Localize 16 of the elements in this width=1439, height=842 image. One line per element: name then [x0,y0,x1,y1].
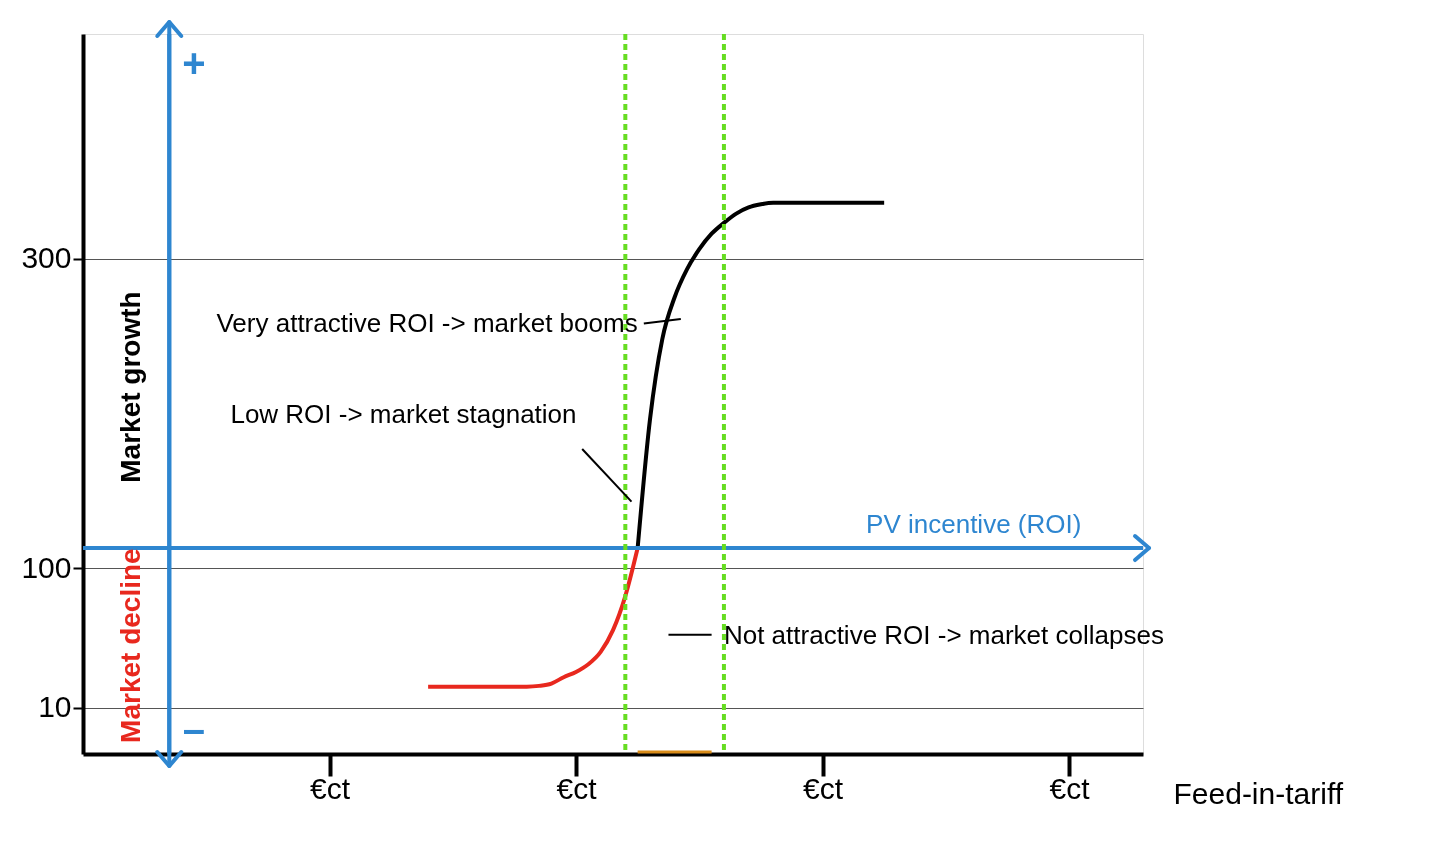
x-tick-label: €ct [556,771,598,805]
annotation: Low ROI -> market stagnation [230,398,577,429]
y-tick-label: 100 [21,550,72,584]
x-axis-title: Feed-in-tariff [1173,776,1344,810]
x-tick-label: €ct [310,771,351,805]
y-tick-label: 300 [21,241,72,275]
annotation: Market decline [115,548,147,743]
annotation: – [182,706,206,751]
annotation: + [182,40,206,85]
x-tick-label: €ct [1049,771,1091,805]
annotation: Market growth [115,291,147,483]
x-tick-label: €ct [803,771,844,805]
legend-label: PV incentive (ROI) [866,509,1082,540]
y-tick-label: 10 [38,690,72,724]
annotation: Not attractive ROI -> market collapses [723,620,1164,651]
annotation: Very attractive ROI -> market booms [216,307,638,338]
